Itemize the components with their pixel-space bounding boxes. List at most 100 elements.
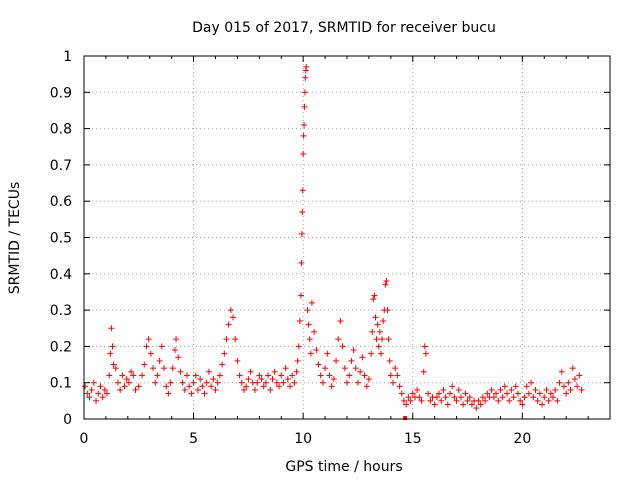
data-point (414, 386, 421, 393)
data-point (90, 379, 97, 386)
data-point (359, 354, 366, 361)
data-point (135, 383, 142, 390)
data-point (350, 347, 357, 354)
data-point (400, 397, 407, 404)
data-point (554, 397, 561, 404)
data-point (179, 379, 186, 386)
data-point (543, 386, 550, 393)
data-point (317, 372, 324, 379)
data-point (301, 121, 308, 128)
data-point (569, 365, 576, 372)
data-point (567, 386, 574, 393)
data-point (251, 386, 258, 393)
data-point (539, 401, 546, 408)
data-point (269, 376, 276, 383)
data-point (374, 321, 381, 328)
data-point (576, 372, 583, 379)
data-point (372, 314, 379, 321)
data-point (468, 401, 475, 408)
data-point (370, 296, 377, 303)
data-point (490, 394, 497, 401)
data-point (101, 386, 108, 393)
chart-title: Day 015 of 2017, SRMTID for receiver buc… (192, 20, 496, 36)
data-point (95, 390, 102, 397)
data-point (221, 350, 228, 357)
data-point (547, 390, 554, 397)
data-point (258, 376, 265, 383)
data-point (163, 383, 170, 390)
data-point (528, 379, 535, 386)
data-point (462, 390, 469, 397)
x-tick-labels: 0 5 10 15 20 (80, 431, 532, 447)
data-point (214, 379, 221, 386)
y-tick-label: 0.6 (50, 194, 72, 210)
data-point (405, 394, 412, 401)
data-point (119, 372, 126, 379)
data-point (497, 386, 504, 393)
data-point (339, 343, 346, 350)
data-point (299, 209, 306, 216)
data-point (86, 394, 93, 401)
data-point (390, 379, 397, 386)
data-point (300, 132, 307, 139)
data-point (232, 336, 239, 343)
data-point (308, 299, 315, 306)
data-point (550, 394, 557, 401)
data-point (418, 397, 425, 404)
data-point (280, 379, 287, 386)
data-point (291, 379, 298, 386)
plot-frame (83, 55, 611, 420)
data-point (104, 390, 111, 397)
data-point (234, 357, 241, 364)
data-point (495, 397, 502, 404)
data-point (287, 383, 294, 390)
data-point (152, 379, 159, 386)
data-point (230, 314, 237, 321)
data-point (337, 317, 344, 324)
data-point (304, 307, 311, 314)
data-point (512, 383, 519, 390)
data-point (210, 376, 217, 383)
data-point (385, 336, 392, 343)
data-point (188, 390, 195, 397)
data-point (484, 390, 491, 397)
data-point (571, 376, 578, 383)
data-point (386, 357, 393, 364)
data-point (421, 343, 428, 350)
data-point (298, 259, 305, 266)
data-point (307, 350, 314, 357)
data-point (240, 386, 247, 393)
data-point (201, 390, 208, 397)
y-tick-label: 0.9 (50, 85, 72, 101)
data-point (449, 383, 456, 390)
data-point (451, 394, 458, 401)
data-point (510, 394, 517, 401)
data-point (173, 336, 180, 343)
y-tick-labels: 0 0.1 0.2 0.3 0.4 0.5 0.6 0.7 0.8 0.9 1 (50, 49, 72, 428)
data-point (271, 368, 278, 375)
data-point (464, 397, 471, 404)
data-point (300, 151, 307, 158)
data-point (93, 397, 100, 404)
y-tick-label: 0.1 (50, 376, 72, 392)
data-point (420, 368, 427, 375)
data-point (409, 390, 416, 397)
data-point (519, 401, 526, 408)
data-point (477, 401, 484, 408)
data-point (276, 383, 283, 390)
data-point (199, 383, 206, 390)
data-point (466, 394, 473, 401)
data-point (499, 394, 506, 401)
data-point (147, 350, 154, 357)
x-tick-label: 5 (189, 431, 198, 447)
data-point (371, 292, 378, 299)
data-point (265, 372, 272, 379)
data-point (186, 383, 193, 390)
data-point (375, 343, 382, 350)
data-point (346, 372, 353, 379)
data-point (444, 401, 451, 408)
data-point (88, 386, 95, 393)
y-tick-label: 0 (63, 412, 72, 428)
data-point (473, 405, 480, 412)
